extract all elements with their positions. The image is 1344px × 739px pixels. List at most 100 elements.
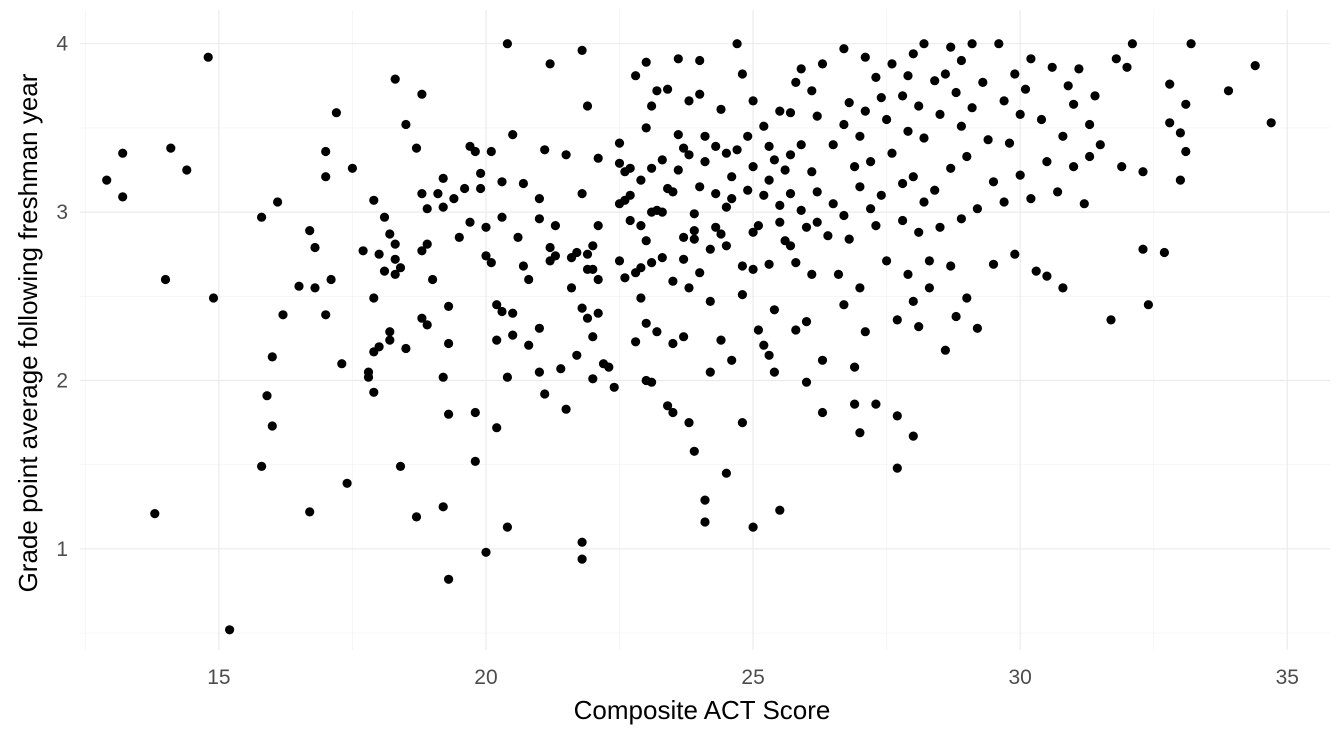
data-point <box>833 269 844 279</box>
data-point <box>721 202 732 212</box>
data-point <box>577 45 587 56</box>
data-point <box>791 77 801 87</box>
data-point <box>577 537 587 547</box>
x-tick-label: 20 <box>474 666 497 689</box>
data-point <box>866 157 876 167</box>
data-point <box>972 323 983 333</box>
data-point <box>801 317 812 327</box>
data-point <box>898 91 908 101</box>
data-point <box>497 212 507 222</box>
data-point <box>817 407 828 418</box>
data-point <box>748 522 758 532</box>
data-point <box>1069 162 1079 172</box>
data-point <box>775 505 785 515</box>
data-point <box>444 301 454 311</box>
data-point <box>711 141 721 151</box>
data-point <box>860 106 870 116</box>
data-point <box>727 194 737 204</box>
data-point <box>839 300 849 310</box>
data-point <box>716 104 726 114</box>
data-point <box>588 332 598 342</box>
data-point <box>160 274 171 285</box>
data-point <box>663 84 673 94</box>
data-point <box>684 418 694 428</box>
data-point <box>1079 199 1089 209</box>
data-point <box>497 306 507 317</box>
data-point <box>476 183 486 194</box>
data-point <box>876 93 886 103</box>
data-point <box>524 340 534 350</box>
data-point <box>657 253 667 263</box>
data-point <box>663 401 673 411</box>
data-point <box>962 151 972 162</box>
data-point <box>1266 118 1276 128</box>
data-point <box>620 273 630 283</box>
data-point <box>946 261 956 271</box>
data-point <box>641 57 651 67</box>
data-point <box>561 150 571 160</box>
data-point <box>711 222 721 232</box>
data-point <box>764 259 774 269</box>
data-point <box>641 236 651 246</box>
data-point <box>679 332 689 342</box>
data-point <box>625 215 635 226</box>
data-point <box>999 96 1009 106</box>
data-point <box>118 148 128 158</box>
data-point <box>988 259 999 269</box>
data-point <box>411 143 422 153</box>
data-point <box>700 495 710 505</box>
data-point <box>828 140 838 150</box>
data-point <box>1159 247 1169 258</box>
data-point <box>582 249 593 259</box>
data-point <box>577 189 587 199</box>
data-point <box>1138 167 1148 177</box>
data-point <box>951 311 961 322</box>
y-axis-tick-labels: 1 2 3 4 <box>56 33 68 561</box>
data-point <box>967 103 977 113</box>
data-point <box>817 355 828 365</box>
data-point <box>326 274 336 285</box>
data-point <box>1181 99 1191 109</box>
data-point <box>1186 39 1196 49</box>
x-tick-label: 15 <box>207 666 230 689</box>
data-point <box>556 364 566 374</box>
data-point <box>1074 64 1084 74</box>
data-point <box>956 214 967 224</box>
data-point <box>839 210 849 221</box>
data-point <box>647 101 657 111</box>
data-point <box>1143 300 1153 310</box>
data-point <box>946 163 956 173</box>
data-point <box>625 190 635 200</box>
data-point <box>379 212 390 222</box>
data-point <box>422 239 432 249</box>
data-point <box>812 217 822 227</box>
data-point <box>1165 79 1175 89</box>
data-point <box>871 221 881 231</box>
data-point <box>737 418 748 428</box>
data-point <box>956 121 967 131</box>
data-point <box>796 205 806 215</box>
data-point <box>1010 249 1020 259</box>
data-point <box>1165 118 1175 128</box>
data-point <box>593 308 603 318</box>
data-point <box>508 130 518 140</box>
data-point <box>807 167 817 177</box>
data-point <box>444 338 454 349</box>
data-point <box>481 222 491 232</box>
data-point <box>785 189 796 199</box>
data-point <box>807 86 817 96</box>
data-point <box>369 293 379 303</box>
data-point <box>321 310 331 320</box>
data-point <box>769 305 780 315</box>
data-point <box>887 59 897 69</box>
data-point <box>572 247 582 258</box>
data-point <box>817 59 828 69</box>
data-point <box>673 54 683 64</box>
data-point <box>310 283 320 293</box>
data-point <box>1031 266 1041 276</box>
data-point <box>914 322 924 332</box>
data-point <box>593 221 603 231</box>
data-point <box>609 382 619 392</box>
data-point <box>978 77 988 87</box>
data-point <box>962 293 972 303</box>
